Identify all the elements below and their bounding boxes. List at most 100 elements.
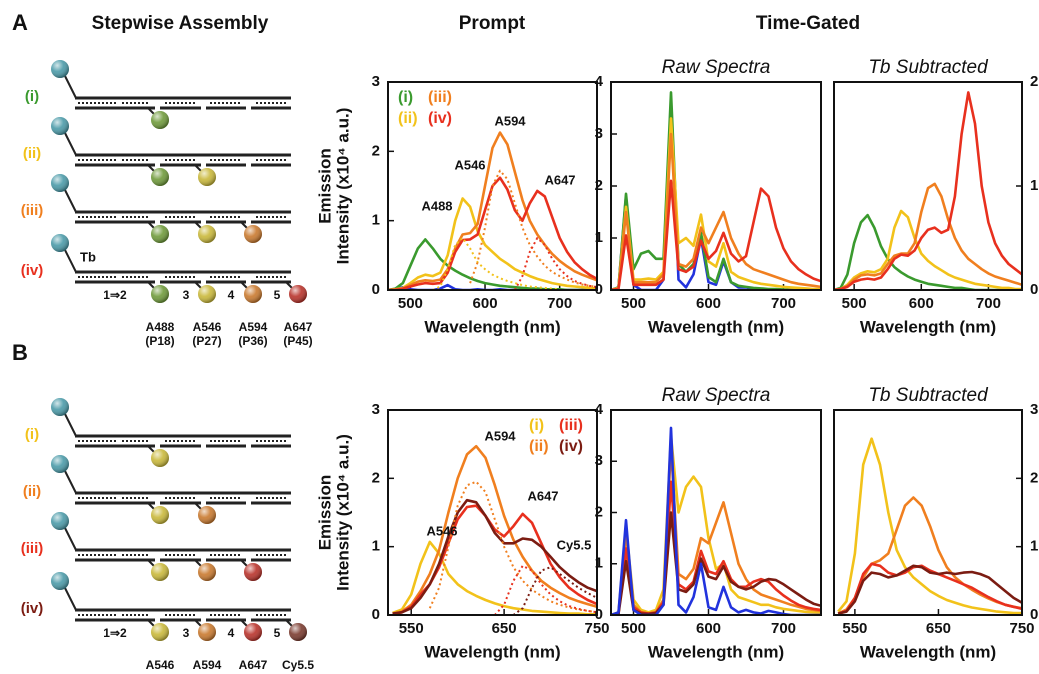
linker	[63, 585, 77, 611]
spectrum-line	[611, 480, 821, 615]
dye-site: (P18)	[145, 334, 174, 348]
legend-entry: (iv)	[428, 110, 452, 127]
dye-site: (P27)	[192, 672, 221, 674]
dye-linker	[194, 164, 202, 172]
y-tick-label: 1	[595, 555, 603, 572]
donor-label: Tb	[80, 249, 96, 264]
dye-site: (P27)	[192, 334, 221, 348]
y-tick-label: 1	[372, 538, 380, 555]
dye-site: (P45)	[283, 334, 312, 348]
donor-sphere-shine	[51, 572, 69, 590]
y-tick-label: 2	[595, 503, 603, 520]
y-tick-label: 0	[595, 606, 603, 623]
plot-frame	[387, 81, 598, 291]
x-axis-label: Wavelength (nm)	[424, 642, 560, 661]
dye-linker	[147, 164, 155, 172]
series-group	[611, 426, 821, 615]
dye-sphere-shine	[244, 623, 262, 641]
step-label: 3	[183, 288, 190, 302]
y-tick-label: 4	[595, 401, 604, 418]
series-group	[611, 91, 821, 290]
spectrum-line	[514, 237, 597, 290]
y-tick-label: 2	[1030, 469, 1038, 486]
x-tick-label: 600	[909, 295, 934, 312]
spectrum-line	[392, 444, 597, 615]
row-label: (iv)	[21, 600, 44, 617]
step-label: 5	[274, 288, 281, 302]
y-tick-label: 1	[1030, 177, 1038, 194]
spectrum-line	[837, 562, 1022, 615]
row-label: (ii)	[23, 145, 41, 162]
x-tick-label: 500	[398, 295, 423, 312]
dye-name: A594	[193, 658, 222, 672]
dye-sphere-shine	[151, 623, 169, 641]
dye-site: (P45)	[283, 672, 312, 674]
y-tick-label: 2	[372, 469, 380, 486]
row-label: (iv)	[21, 262, 44, 279]
dye-sphere-shine	[198, 563, 216, 581]
spectrum-line	[834, 182, 1022, 290]
spectrum-line	[837, 564, 1022, 615]
x-tick-label: 600	[696, 620, 721, 637]
x-tick-label: 500	[621, 295, 646, 312]
x-tick-label: 700	[771, 295, 796, 312]
x-tick-label: 700	[547, 295, 572, 312]
dye-linker	[194, 281, 202, 289]
spectrum-line	[428, 480, 597, 614]
dye-sphere-shine	[151, 225, 169, 243]
spectrum-line	[834, 91, 1022, 290]
dye-sphere-shine	[151, 563, 169, 581]
x-tick-label: 700	[771, 620, 796, 637]
peak-annotation: Cy5.5	[557, 537, 592, 552]
dye-linker	[194, 221, 202, 229]
linker	[63, 130, 77, 156]
dye-linker	[194, 502, 202, 510]
donor-sphere-shine	[51, 234, 69, 252]
x-tick-label: 750	[584, 620, 609, 637]
y-tick-label: 0	[1030, 281, 1038, 298]
peak-annotation: A647	[527, 488, 558, 503]
donor-sphere-shine	[51, 117, 69, 135]
y-tick-label: 3	[1030, 401, 1038, 418]
y-tick-label: 2	[1030, 73, 1038, 90]
dye-sphere-shine	[151, 506, 169, 524]
x-tick-label: 500	[621, 620, 646, 637]
dye-linker	[147, 281, 155, 289]
step-label: 3	[183, 626, 190, 640]
legend-entry: (ii)	[398, 110, 418, 127]
y-tick-label: 2	[372, 142, 380, 159]
spectrum-line	[494, 564, 597, 615]
dye-linker	[240, 281, 248, 289]
x-axis-label: Wavelength (nm)	[860, 317, 996, 336]
y-axis-label: Emission	[315, 475, 334, 551]
chart-title: Tb Subtracted	[868, 385, 989, 406]
dye-linker	[147, 559, 155, 567]
y-axis-label: Intensity (x10⁴ a.u.)	[333, 434, 352, 591]
column-title: Prompt	[459, 13, 526, 34]
legend-entry: (iii)	[559, 417, 583, 434]
spectrum-line	[611, 101, 821, 290]
y-tick-label: 1	[372, 212, 380, 229]
peak-annotation: A488	[421, 198, 452, 213]
donor-sphere-shine	[51, 60, 69, 78]
x-tick-label: 550	[842, 620, 867, 637]
panel-label: B	[12, 340, 28, 365]
dye-sphere-shine	[289, 623, 307, 641]
spectrum-line	[392, 540, 597, 615]
dye-sphere-shine	[198, 623, 216, 641]
step-label: 1⇒2	[103, 626, 127, 640]
step-label: 4	[228, 288, 235, 302]
y-tick-label: 0	[372, 606, 380, 623]
legend-entry: (i)	[529, 417, 544, 434]
row-label: (i)	[25, 88, 39, 105]
dye-sphere-shine	[289, 285, 307, 303]
dye-name: Cy5.5	[282, 658, 314, 672]
peak-annotation: A647	[544, 172, 575, 187]
chart-title: Raw Spectra	[662, 385, 771, 406]
x-tick-label: 650	[926, 620, 951, 637]
donor-sphere-shine	[51, 512, 69, 530]
plot-frame	[387, 409, 598, 616]
linker	[63, 525, 77, 551]
donor-sphere-shine	[51, 455, 69, 473]
dye-site: (P18)	[145, 672, 174, 674]
